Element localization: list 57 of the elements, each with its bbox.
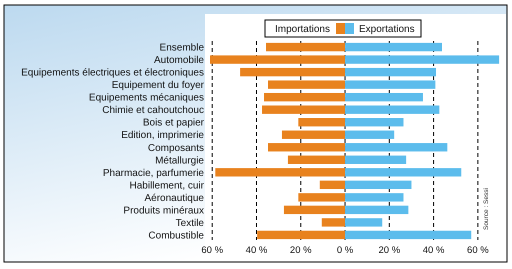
bar bbox=[345, 156, 406, 164]
x-tick-label: 40 % bbox=[246, 245, 268, 256]
bar bbox=[210, 55, 346, 64]
y-tick-label: Aéronautique bbox=[144, 192, 204, 204]
bar bbox=[345, 92, 423, 102]
y-tick-label: Automobile bbox=[154, 55, 204, 66]
y-tick-label: Chimie et cahoutchouc bbox=[102, 105, 204, 116]
y-tick-label: Combustible bbox=[148, 230, 204, 242]
y-tick-label: Equipements électriques et électroniques bbox=[21, 68, 204, 79]
bar bbox=[345, 68, 436, 76]
y-tick-label: Equipements mécaniques bbox=[88, 92, 204, 104]
bar bbox=[288, 156, 346, 164]
bar bbox=[282, 130, 346, 139]
bar bbox=[345, 55, 500, 64]
bar bbox=[298, 118, 346, 126]
bar bbox=[298, 193, 346, 202]
bar bbox=[322, 218, 346, 227]
y-tick-label: Equipement du foyer bbox=[112, 80, 205, 92]
bar bbox=[345, 218, 382, 227]
bar bbox=[268, 80, 346, 89]
bar bbox=[345, 118, 404, 126]
bar bbox=[345, 143, 448, 152]
x-tick-label: 0 % bbox=[336, 245, 354, 256]
y-tick-label: Edition, imprimerie bbox=[121, 130, 204, 142]
bar bbox=[215, 168, 346, 177]
y-tick-label: Ensemble bbox=[160, 42, 204, 54]
y-tick-label: Habillement, cuir bbox=[130, 180, 205, 192]
bar bbox=[345, 168, 462, 177]
series-label: Importations bbox=[274, 24, 330, 35]
bar bbox=[345, 80, 436, 89]
x-tick-label: 20 % bbox=[378, 245, 401, 256]
x-tick-label: 60 % bbox=[201, 245, 224, 256]
y-tick-label: Composants bbox=[148, 142, 204, 154]
y-tick-label: Pharmacie, parfumerie bbox=[102, 168, 204, 179]
bar bbox=[262, 105, 346, 114]
bar bbox=[240, 68, 346, 76]
y-tick-label: Bois et papier bbox=[142, 118, 205, 129]
bar bbox=[257, 230, 346, 240]
y-tick-label: Produits minéraux bbox=[123, 205, 204, 216]
bar bbox=[345, 42, 442, 52]
bar bbox=[345, 105, 440, 114]
bar bbox=[345, 206, 408, 214]
bar bbox=[345, 130, 394, 139]
x-tick-label: 60 % bbox=[467, 245, 490, 256]
bar bbox=[345, 180, 412, 190]
legend-label: Exportations bbox=[359, 24, 415, 35]
bar bbox=[345, 193, 404, 202]
x-tick-label: 20 % bbox=[290, 245, 312, 256]
bar bbox=[320, 180, 346, 190]
bar bbox=[268, 143, 346, 152]
bar bbox=[284, 206, 346, 214]
x-tick-label: 40 % bbox=[422, 245, 445, 256]
bar bbox=[264, 92, 346, 102]
y-tick-label: Textile bbox=[176, 218, 204, 229]
y-tick-label: Métallurgie bbox=[155, 155, 204, 166]
bar bbox=[266, 42, 346, 52]
bar bbox=[345, 230, 472, 240]
